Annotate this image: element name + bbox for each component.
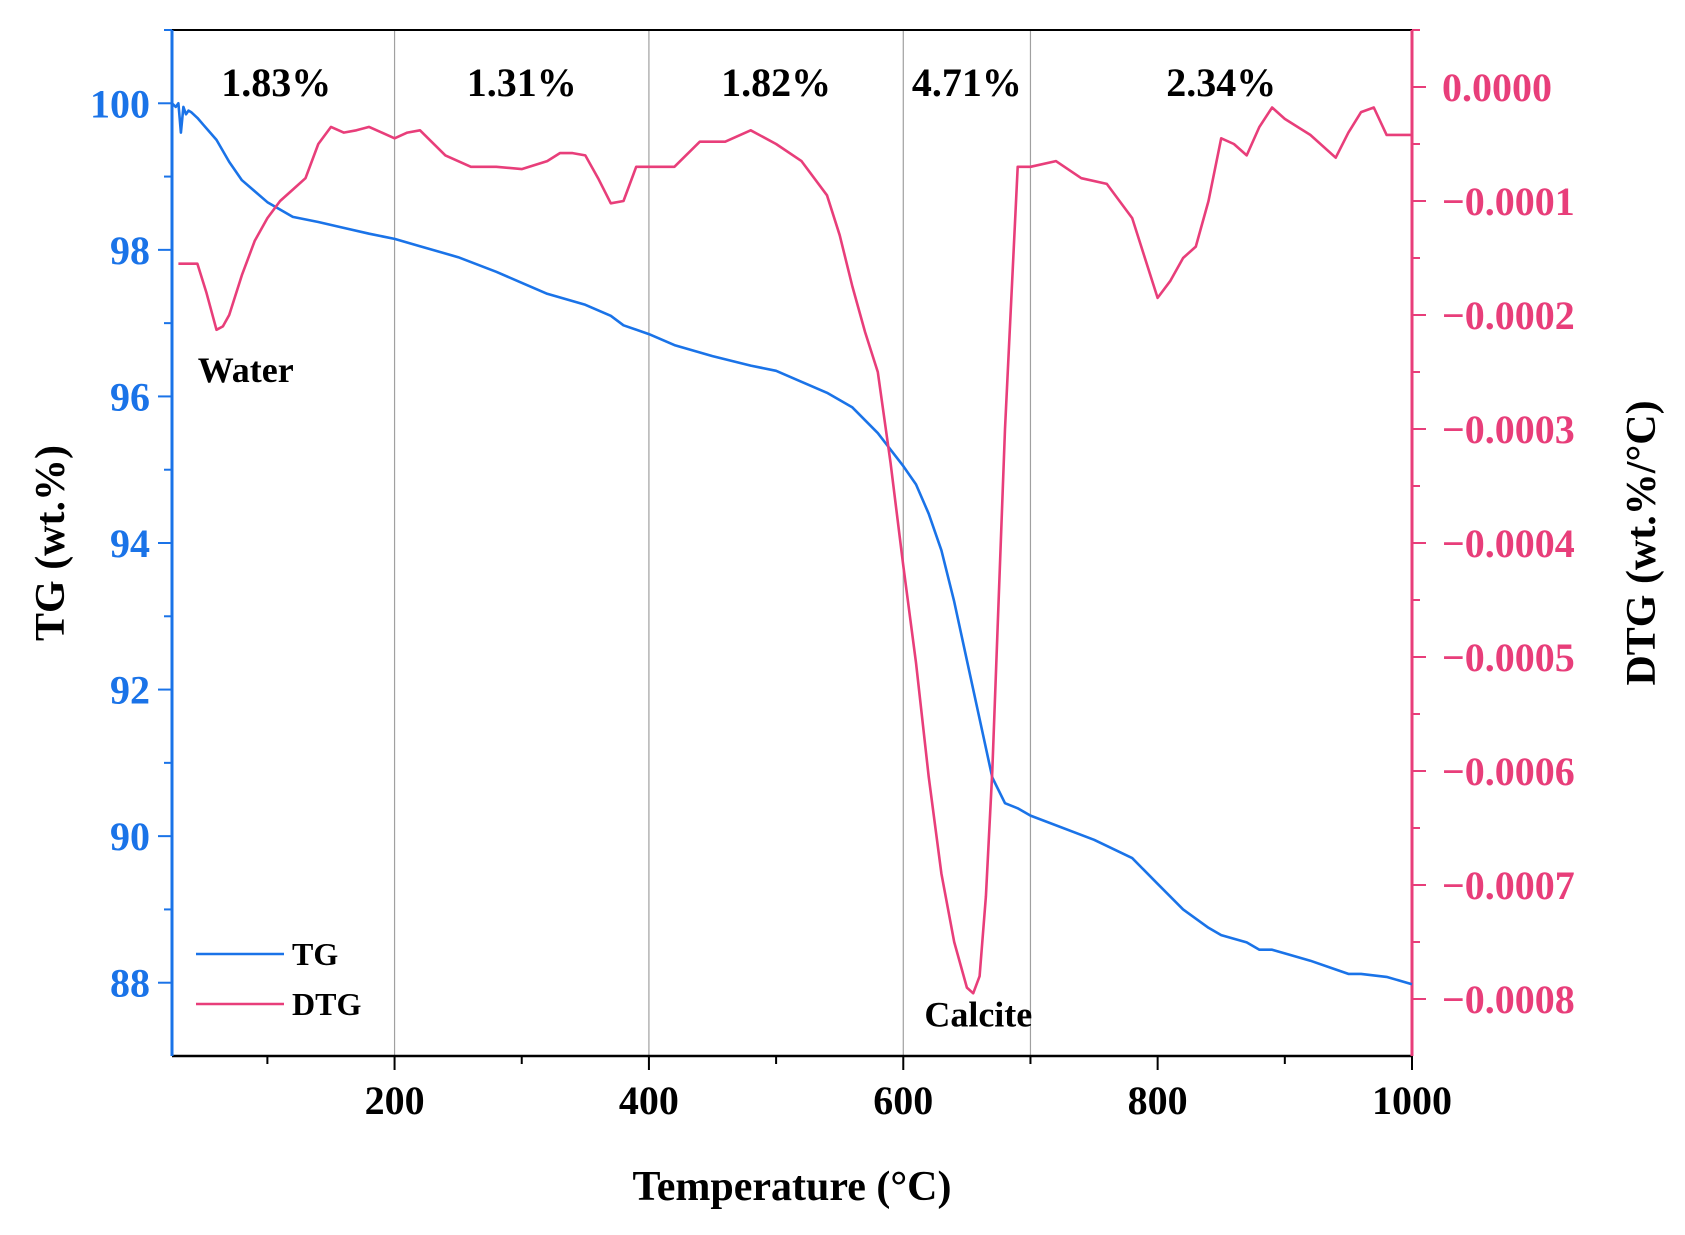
tg-tick-label-92: 92 [110,668,150,713]
region-label-1: 1.83% [221,60,331,105]
legend: TG DTG [196,936,361,1022]
region-label-3: 1.82% [721,60,831,105]
x-axis-title: Temperature (°C) [633,1164,952,1210]
plot-frame [170,29,1414,1058]
x-tick-label-800: 800 [1128,1078,1188,1123]
tg-tick-label-94: 94 [110,521,150,566]
dtg-axis-title: DTG (wt.%/°C) [1619,400,1665,685]
legend-dtg-label: DTG [292,986,361,1022]
tg-tick-label-100: 100 [90,81,150,126]
dtg-tick-label-2: −0.0002 [1442,293,1575,338]
grid-lines [393,30,1032,1056]
x-tick-label-200: 200 [365,1078,425,1123]
region-label-4: 4.71% [912,60,1022,105]
x-tick-label-400: 400 [619,1078,679,1123]
chart-labels: 1.83% 1.31% 1.82% 4.71% 2.34% Water Calcite Tem… [28,60,1665,1210]
data-series [171,102,1413,995]
tg-axis-title: TG (wt.%) [28,445,74,641]
region-label-2: 1.31% [467,60,577,105]
dtg-tick-label-4: −0.0004 [1442,521,1575,566]
x-tick-label-600: 600 [873,1078,933,1123]
tg-tick-label-96: 96 [110,374,150,419]
dtg-tick-label-7: −0.0007 [1442,863,1575,908]
axis-ticks: 200 400 600 800 1000 88 90 92 94 96 98 100 0.0000 −0.… [90,29,1575,1123]
legend-tg-label: TG [292,936,338,972]
x-tick-label-1000: 1000 [1372,1078,1452,1123]
dtg-tick-label-3: −0.0003 [1442,407,1575,452]
dtg-series-line [178,106,1412,995]
region-label-5: 2.34% [1166,60,1276,105]
tg-tick-label-90: 90 [110,814,150,859]
dtg-tick-label-1: −0.0001 [1442,179,1575,224]
dtg-tick-label-6: −0.0006 [1442,749,1575,794]
tg-tick-label-98: 98 [110,228,150,273]
dtg-tick-label-8: −0.0008 [1442,977,1575,1022]
tg-tick-label-88: 88 [110,961,150,1006]
annotation-water: Water [198,350,294,390]
dtg-tick-label-0: 0.0000 [1442,65,1552,110]
annotation-calcite: Calcite [924,995,1032,1035]
dtg-tick-label-5: −0.0005 [1442,635,1575,680]
tg-series-line [171,102,1413,986]
